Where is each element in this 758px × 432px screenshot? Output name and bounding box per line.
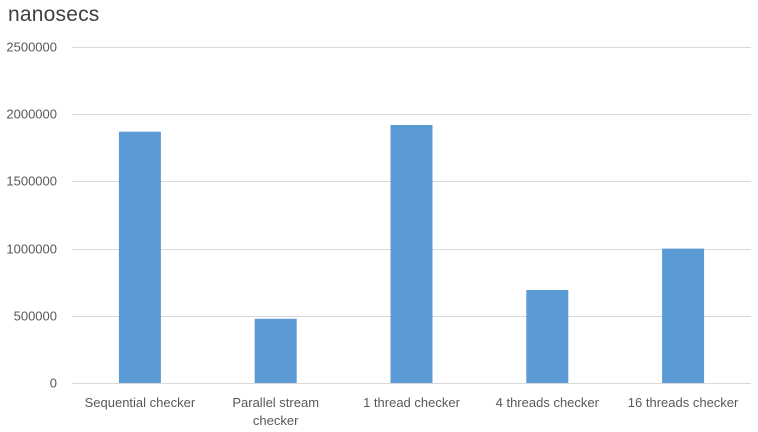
- y-tick-label: 2500000: [6, 40, 57, 55]
- bar: [662, 248, 705, 383]
- y-axis-tick-labels: 0 500000 1000000 1500000 2000000 2500000: [6, 40, 57, 391]
- x-category-label: 16 threads checker: [628, 395, 739, 410]
- bar: [254, 318, 297, 383]
- x-category-label-line: checker: [253, 413, 299, 428]
- y-tick-label: 1500000: [6, 174, 57, 189]
- x-category-label: Parallel stream checker: [232, 395, 319, 428]
- x-category-label-line: Parallel stream: [232, 395, 319, 410]
- y-tick-label: 500000: [14, 309, 57, 324]
- bar: [118, 131, 161, 383]
- bar: [390, 125, 433, 383]
- bar: [526, 290, 569, 383]
- y-tick-label: 0: [50, 376, 57, 391]
- y-tick-label: 1000000: [6, 242, 57, 257]
- x-category-label-line: 16 threads checker: [628, 395, 739, 410]
- chart-title: nanosecs: [8, 3, 100, 26]
- x-category-label: 4 threads checker: [496, 395, 600, 410]
- x-axis-category-labels: Sequential checker Parallel stream checker…: [85, 395, 739, 428]
- bars: [118, 125, 705, 383]
- x-category-label-line: 1 thread checker: [363, 395, 461, 410]
- y-tick-label: 2000000: [6, 107, 57, 122]
- x-category-label: Sequential checker: [85, 395, 196, 410]
- x-category-label-line: Sequential checker: [85, 395, 196, 410]
- x-category-label: 1 thread checker: [363, 395, 461, 410]
- x-category-label-line: 4 threads checker: [496, 395, 600, 410]
